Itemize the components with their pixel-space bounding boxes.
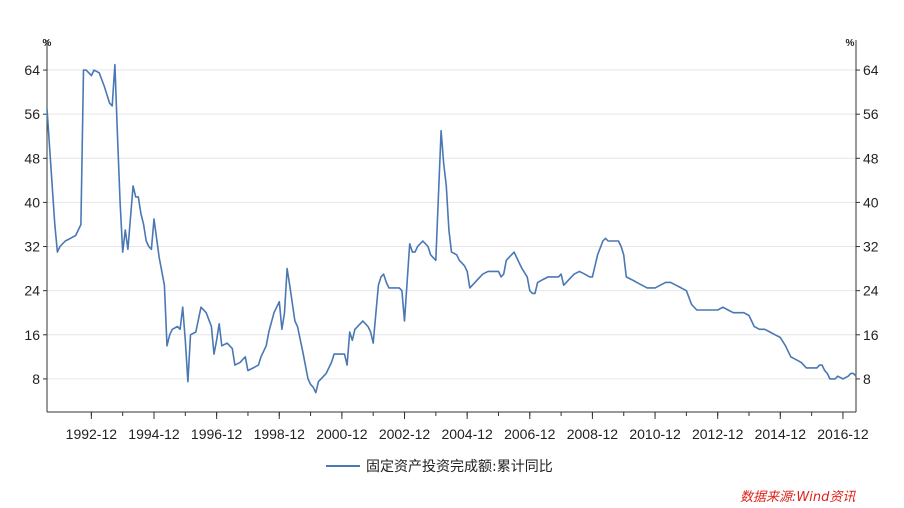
axes: % % xyxy=(43,38,857,413)
y-tick-label-left: 32 xyxy=(24,239,40,255)
series-line xyxy=(46,63,857,394)
y-tick-label-left: 64 xyxy=(24,62,40,78)
x-tick-label: 2008-12 xyxy=(567,426,619,442)
y-tick-label-right: 24 xyxy=(863,283,879,299)
y-tick-label-right: 64 xyxy=(863,62,879,78)
y-tick-label-right: 8 xyxy=(863,371,871,387)
y-unit-right: % xyxy=(846,38,855,49)
x-tick-label: 1996-12 xyxy=(191,426,243,442)
y-tick-label-right: 40 xyxy=(863,194,879,210)
y-tick-label-left: 56 xyxy=(24,106,40,122)
x-tick-label: 2016-12 xyxy=(817,426,869,442)
series-group xyxy=(46,63,857,394)
x-tick-label: 2006-12 xyxy=(504,426,556,442)
y-tick-label-left: 48 xyxy=(24,150,40,166)
source-note: 数据来源:Wind资讯 xyxy=(740,490,856,505)
y-tick-label-left: 40 xyxy=(24,194,40,210)
x-tick-label: 2012-12 xyxy=(692,426,744,442)
legend: 固定资产投资完成额:累计同比 xyxy=(326,456,553,476)
y-ticks: 8 8 16 16 24 24 32 32 40 40 48 48 56 56 64 64 xyxy=(24,62,878,387)
y-tick-label-right: 16 xyxy=(863,327,879,343)
x-tick-label: 1994-12 xyxy=(128,426,180,442)
x-tick-label: 2004-12 xyxy=(441,426,493,442)
y-tick-label-left: 24 xyxy=(24,283,40,299)
x-tick-label: 2002-12 xyxy=(379,426,431,442)
y-tick-label-left: 16 xyxy=(24,327,40,343)
legend-label: 固定资产投资完成额:累计同比 xyxy=(366,459,553,475)
y-tick-label-right: 56 xyxy=(863,106,879,122)
y-tick-label-right: 48 xyxy=(863,150,879,166)
legend-swatch xyxy=(326,465,360,467)
x-tick-label: 2010-12 xyxy=(629,426,681,442)
x-tick-label: 2000-12 xyxy=(316,426,368,442)
y-tick-label-left: 8 xyxy=(32,371,40,387)
x-tick-label: 2014-12 xyxy=(755,426,807,442)
x-tick-label: 1992-12 xyxy=(66,426,118,442)
grid xyxy=(47,69,856,380)
x-tick-label: 1998-12 xyxy=(254,426,306,442)
y-tick-label-right: 32 xyxy=(863,239,879,255)
x-ticks: 1992-12 1994-12 1996-12 1998-12 2000-12 2002-… xyxy=(66,412,869,442)
